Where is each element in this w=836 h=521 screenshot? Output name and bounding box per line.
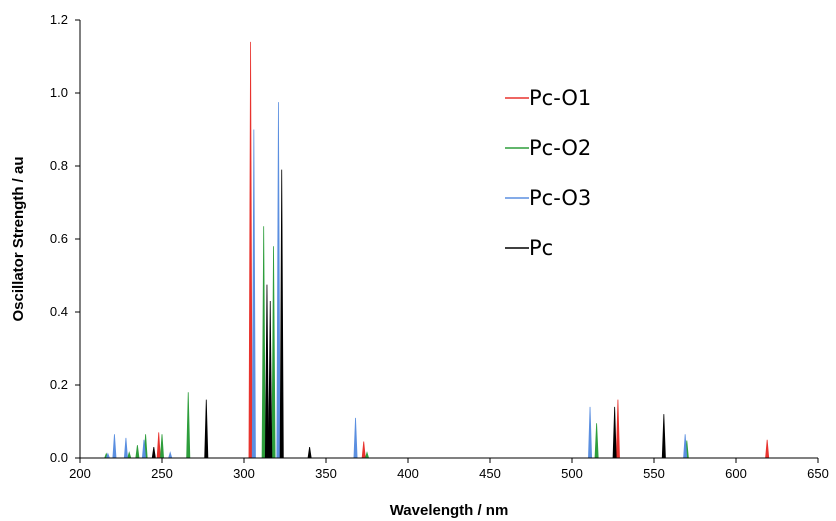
stick-pc-o3	[112, 434, 117, 459]
stick-pc	[661, 414, 666, 459]
stick-pc-o2	[159, 434, 165, 459]
stick-pc-o2	[261, 226, 266, 459]
stick-pc	[268, 301, 273, 459]
stick-pc-o2	[364, 451, 370, 459]
stick-pc-o2	[186, 392, 191, 459]
y-tick-label: 1.2	[50, 12, 68, 27]
legend-label-pc: Pc	[529, 236, 553, 260]
stick-pc-o2	[127, 451, 132, 459]
y-tick-label: 0.4	[50, 304, 68, 319]
stick-pc-o3	[123, 437, 128, 459]
y-axis-title: Oscillator Strength / au	[10, 156, 27, 321]
stick-pc-o1	[765, 439, 770, 459]
stick-pc-o3	[683, 434, 688, 459]
y-tick-label: 0.6	[50, 231, 68, 246]
stick-pc-o3	[168, 451, 173, 459]
x-tick-label: 600	[725, 466, 747, 481]
stick-pc-o2	[135, 445, 140, 459]
x-axis-title: Wavelength / nm	[390, 502, 509, 519]
stick-pc-o3	[353, 417, 358, 459]
stick-pc	[264, 284, 269, 459]
stick-pc-o3	[276, 102, 281, 459]
stick-pc-o1	[248, 41, 253, 459]
y-tick-label: 1.0	[50, 85, 68, 100]
x-tick-label: 300	[233, 466, 255, 481]
y-tick-label: 0.8	[50, 158, 68, 173]
x-tick-label: 550	[643, 466, 665, 481]
stick-pc	[612, 406, 617, 459]
x-tick-label: 250	[151, 466, 173, 481]
stick-pc-o2	[594, 423, 599, 459]
stick-pc-o1	[361, 441, 366, 459]
x-tick-label: 500	[561, 466, 583, 481]
x-tick-label: 650	[807, 466, 829, 481]
stick-pc-o2	[271, 246, 276, 459]
spectrum-sticks	[104, 41, 770, 459]
stick-pc	[151, 446, 156, 459]
legend: Pc-O1 Pc-O2 Pc-O3 Pc	[505, 86, 591, 260]
legend-label-pc-o2: Pc-O2	[529, 136, 591, 160]
x-tick-label: 200	[69, 466, 91, 481]
y-tick-label: 0.0	[50, 450, 68, 465]
stick-pc	[204, 399, 209, 459]
stick-pc-o3	[251, 129, 256, 459]
axes	[79, 20, 818, 459]
y-axis-ticks: 0.0 0.2 0.4 0.6 0.8 1.0 1.2	[50, 12, 80, 465]
stick-pc	[307, 446, 312, 459]
stick-pc-o1	[615, 399, 620, 459]
x-tick-label: 450	[479, 466, 501, 481]
stick-pc-o3	[588, 406, 593, 459]
x-tick-label: 350	[315, 466, 337, 481]
stick-pc	[279, 169, 284, 459]
legend-label-pc-o1: Pc-O1	[529, 86, 591, 110]
stick-pc-o1	[156, 432, 161, 459]
x-tick-label: 400	[397, 466, 419, 481]
legend-label-pc-o3: Pc-O3	[529, 186, 591, 210]
x-axis-ticks: 200 250 300 350 400 450 500 550 600 650	[69, 458, 829, 481]
y-tick-label: 0.2	[50, 377, 68, 392]
